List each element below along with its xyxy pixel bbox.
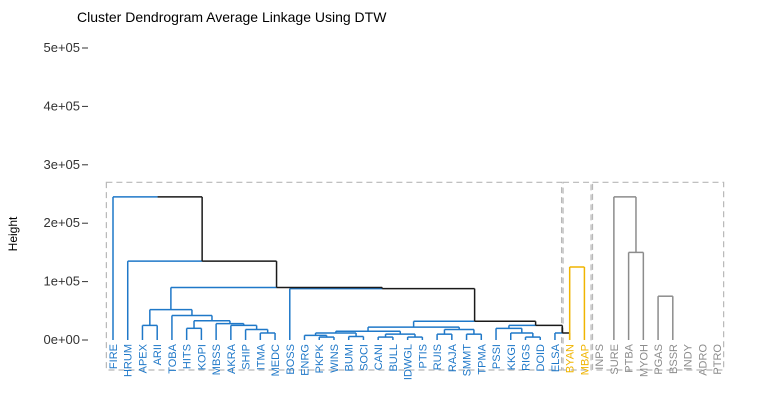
cluster-boxes (105, 181, 725, 371)
leaf-label: INPS (594, 344, 606, 370)
leaf-label: PTIS (417, 344, 429, 368)
y-axis: 0e+00 1e+05 2e+05 3e+05 4e+05 5e+05 (43, 40, 88, 347)
leaf-label: FIRE (108, 344, 120, 369)
chart-title: Cluster Dendrogram Average Linkage Using… (77, 9, 387, 25)
leaf-label: BOSS (285, 344, 297, 375)
y-axis-label: Height (6, 216, 20, 251)
leaf-label: BUMI (344, 344, 356, 372)
leaf-label: KOPI (196, 344, 208, 370)
leaf-label: SHIP (241, 344, 253, 370)
leaf-label: MYOH (638, 344, 650, 377)
y-tick-label: 1e+05 (43, 274, 80, 289)
cluster-box (562, 181, 592, 371)
leaf-label: HITS (182, 344, 194, 369)
y-tick-label: 4e+05 (43, 98, 80, 113)
y-tick-label: 5e+05 (43, 40, 80, 55)
leaf-label: MEDC (270, 344, 282, 376)
leaf-label: IDWGL (403, 344, 415, 380)
leaf-label: ELSA (550, 343, 562, 372)
cluster-box (105, 181, 563, 371)
leaf-label: PSSI (491, 344, 503, 369)
leaf-label: TOBA (167, 343, 179, 373)
leaf-label: MBAP (579, 344, 591, 375)
leaf-label: SMMT (462, 344, 474, 377)
leaf-label: BYAN (565, 344, 577, 373)
leaf-label: RAJA (447, 343, 459, 372)
leaf-label: TPMA (476, 343, 488, 374)
leaf-label: PTRO (712, 344, 724, 375)
leaf-label: BSSR (668, 344, 680, 374)
leaf-label: HRUM (123, 344, 135, 377)
leaf-label: SOCI (358, 344, 370, 371)
y-tick-label: 3e+05 (43, 157, 80, 172)
leaf-label: WINS (329, 344, 341, 373)
leaf-label: MBSS (211, 344, 223, 375)
leaf-label: APEX (137, 343, 149, 373)
leaf-label: ITMA (255, 343, 267, 370)
leaf-labels: FIRE HRUM APEX ARII TOBA HITS KOPI MBSS AKRA SHIP… (108, 343, 724, 380)
leaf-label: DOID (535, 344, 547, 372)
cluster-box (591, 181, 725, 371)
y-tick-label: 2e+05 (43, 215, 80, 230)
leaf-label: RIGS (520, 344, 532, 371)
leaf-label: SURE (609, 344, 621, 375)
leaf-label: AKRA (226, 343, 238, 374)
leaf-label: CANI (373, 344, 385, 370)
leaf-label: PKPK (314, 343, 326, 373)
leaf-label: ADRO (697, 344, 709, 376)
leaf-label: PTBA (624, 343, 636, 372)
leaf-label: KKGI (506, 344, 518, 370)
leaf-label: ARII (152, 344, 164, 365)
leaf-label: BULL (388, 344, 400, 372)
leaf-label: PGAS (653, 344, 665, 375)
leaf-label: RUIS (432, 344, 444, 370)
dendrogram-links (112, 196, 674, 340)
y-tick-label: 0e+00 (43, 332, 80, 347)
leaf-label: INDY (683, 343, 695, 370)
leaf-label: ENRG (300, 344, 312, 376)
